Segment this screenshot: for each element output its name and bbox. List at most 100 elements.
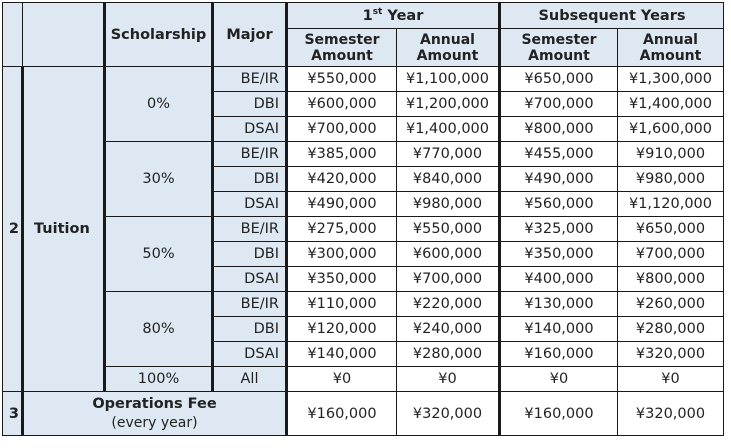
sub-semester-cell: ¥700,000 — [499, 91, 618, 117]
table-row: DBI ¥420,000 ¥840,000 ¥490,000 ¥980,000 — [3, 166, 724, 192]
header-blank-tuition — [22, 2, 106, 67]
tuition-label: Tuition — [22, 66, 106, 392]
table-row: 100% All ¥0 ¥0 ¥0 ¥0 — [3, 366, 724, 392]
y1-semester-cell: ¥0 — [286, 366, 397, 392]
y1-annual-cell: ¥320,000 — [396, 391, 501, 436]
sub-semester-cell: ¥800,000 — [499, 116, 618, 142]
sub-semester-cell: ¥325,000 — [499, 216, 618, 242]
header-sub-annual: Annual Amount — [617, 28, 724, 67]
sub-annual-cell: ¥320,000 — [617, 391, 724, 436]
sub-semester-cell: ¥0 — [499, 366, 618, 392]
sub-annual-cell: ¥1,120,000 — [617, 191, 724, 217]
major-cell: DSAI — [212, 116, 288, 142]
table-row: DBI ¥600,000 ¥1,200,000 ¥700,000 ¥1,400,… — [3, 91, 724, 117]
operations-label-title: Operations Fee — [92, 395, 217, 412]
sub-semester-cell: ¥350,000 — [499, 241, 618, 267]
sub-semester-cell: ¥130,000 — [499, 291, 618, 317]
fee-table: Scholarship Major 1st Year Subsequent Ye… — [2, 2, 724, 436]
table-row: DSAI ¥140,000 ¥280,000 ¥160,000 ¥320,000 — [3, 341, 724, 367]
sub-semester-cell: ¥490,000 — [499, 166, 618, 192]
y1-annual-cell: ¥980,000 — [396, 191, 501, 217]
y1-annual-cell: ¥1,400,000 — [396, 116, 501, 142]
sub-annual-cell: ¥0 — [617, 366, 724, 392]
y1-semester-cell: ¥600,000 — [286, 91, 397, 117]
scholarship-80: 80% — [104, 291, 214, 367]
major-cell: DBI — [212, 91, 288, 117]
major-cell: BE/IR — [212, 291, 288, 317]
sub-semester-cell: ¥400,000 — [499, 266, 618, 292]
sub-semester-cell: ¥560,000 — [499, 191, 618, 217]
sub-annual-cell: ¥280,000 — [617, 316, 724, 342]
first-year-suffix: st — [372, 6, 383, 17]
header-scholarship: Scholarship — [104, 2, 214, 67]
header-major: Major — [212, 2, 288, 67]
table-row: DSAI ¥700,000 ¥1,400,000 ¥800,000 ¥1,600… — [3, 116, 724, 142]
y1-annual-cell: ¥280,000 — [396, 341, 501, 367]
y1-semester-cell: ¥700,000 — [286, 116, 397, 142]
y1-semester-cell: ¥350,000 — [286, 266, 397, 292]
y1-annual-cell: ¥0 — [396, 366, 501, 392]
operations-row: 3 Operations Fee (every year) ¥160,000 ¥… — [2, 391, 724, 436]
header-subsequent-years: Subsequent Years — [499, 2, 724, 29]
scholarship-0: 0% — [104, 66, 214, 142]
operations-label-note: (every year) — [111, 414, 198, 431]
major-cell: BE/IR — [212, 66, 288, 92]
y1-semester-cell: ¥275,000 — [286, 216, 397, 242]
y1-annual-cell: ¥770,000 — [396, 141, 501, 167]
major-cell: DSAI — [212, 191, 288, 217]
tuition-row-number: 2 — [2, 66, 24, 392]
y1-semester-cell: ¥300,000 — [286, 241, 397, 267]
y1-semester-cell: ¥110,000 — [286, 291, 397, 317]
major-cell: DBI — [212, 316, 288, 342]
header-blank-left — [2, 2, 23, 67]
first-year-number: 1 — [362, 7, 373, 24]
operations-label: Operations Fee (every year) — [22, 391, 288, 436]
table-row: 2 Tuition 0% BE/IR ¥550,000 ¥1,100,000 ¥… — [2, 66, 724, 392]
y1-semester-cell: ¥490,000 — [286, 191, 397, 217]
sub-annual-cell: ¥980,000 — [617, 166, 724, 192]
table-row: 50% BE/IR ¥275,000 ¥550,000 ¥325,000 ¥65… — [3, 216, 724, 292]
table-row: DSAI ¥350,000 ¥700,000 ¥400,000 ¥800,000 — [3, 266, 724, 292]
y1-annual-cell: ¥840,000 — [396, 166, 501, 192]
scholarship-100: 100% — [104, 366, 214, 392]
scholarship-30: 30% — [104, 141, 214, 217]
y1-semester-cell: ¥550,000 — [286, 66, 397, 92]
y1-semester-cell: ¥160,000 — [286, 391, 397, 436]
sub-annual-cell: ¥260,000 — [617, 291, 724, 317]
sub-annual-cell: ¥910,000 — [617, 141, 724, 167]
major-cell: DBI — [212, 166, 288, 192]
y1-annual-cell: ¥1,200,000 — [396, 91, 501, 117]
scholarship-50: 50% — [104, 216, 214, 292]
sub-annual-cell: ¥700,000 — [617, 241, 724, 267]
y1-annual-cell: ¥600,000 — [396, 241, 501, 267]
major-cell: DBI — [212, 241, 288, 267]
major-cell: BE/IR — [212, 141, 288, 167]
y1-semester-cell: ¥385,000 — [286, 141, 397, 167]
header-y1-annual: Annual Amount — [396, 28, 501, 67]
major-cell: BE/IR — [212, 216, 288, 242]
sub-semester-cell: ¥160,000 — [499, 391, 618, 436]
sub-annual-cell: ¥1,600,000 — [617, 116, 724, 142]
major-cell: DSAI — [212, 341, 288, 367]
y1-semester-cell: ¥120,000 — [286, 316, 397, 342]
y1-semester-cell: ¥140,000 — [286, 341, 397, 367]
sub-semester-cell: ¥650,000 — [499, 66, 618, 92]
y1-annual-cell: ¥220,000 — [396, 291, 501, 317]
sub-annual-cell: ¥1,300,000 — [617, 66, 724, 92]
table-row: 30% BE/IR ¥385,000 ¥770,000 ¥455,000 ¥91… — [3, 141, 724, 217]
header-row-sub: Semester Amount Annual Amount Semester A… — [3, 28, 724, 67]
y1-annual-cell: ¥550,000 — [396, 216, 501, 242]
first-year-word: Year — [382, 7, 424, 24]
sub-annual-cell: ¥320,000 — [617, 341, 724, 367]
sub-semester-cell: ¥455,000 — [499, 141, 618, 167]
header-sub-semester: Semester Amount — [499, 28, 618, 67]
header-first-year: 1st Year — [286, 2, 501, 29]
sub-annual-cell: ¥800,000 — [617, 266, 724, 292]
y1-annual-cell: ¥240,000 — [396, 316, 501, 342]
table-row: 80% BE/IR ¥110,000 ¥220,000 ¥130,000 ¥26… — [3, 291, 724, 367]
header-row-top: Scholarship Major 1st Year Subsequent Ye… — [2, 2, 724, 67]
y1-semester-cell: ¥420,000 — [286, 166, 397, 192]
y1-annual-cell: ¥1,100,000 — [396, 66, 501, 92]
major-cell: All — [212, 366, 288, 392]
header-y1-semester: Semester Amount — [286, 28, 397, 67]
